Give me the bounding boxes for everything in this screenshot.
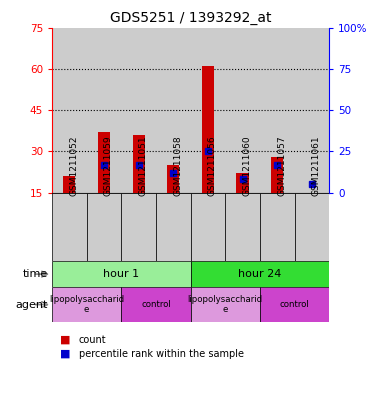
Bar: [98, 132, 110, 193]
Text: GSM1211051: GSM1211051: [139, 135, 147, 196]
Text: lipopolysaccharid
e: lipopolysaccharid e: [187, 295, 263, 314]
Bar: [121, 193, 156, 261]
Bar: [295, 28, 329, 193]
Bar: [260, 193, 295, 261]
Bar: [52, 261, 191, 287]
Bar: [121, 287, 191, 322]
Bar: [87, 28, 121, 193]
Text: hour 24: hour 24: [238, 269, 281, 279]
Text: GSM1211057: GSM1211057: [277, 135, 286, 196]
Bar: [202, 66, 214, 193]
Bar: [225, 28, 260, 193]
Bar: [260, 28, 295, 193]
Bar: [63, 176, 75, 193]
Bar: [225, 193, 260, 261]
Bar: [236, 173, 249, 193]
Bar: [191, 261, 329, 287]
Text: control: control: [280, 300, 310, 309]
Bar: [132, 135, 145, 193]
Title: GDS5251 / 1393292_at: GDS5251 / 1393292_at: [110, 11, 271, 25]
Text: GSM1211058: GSM1211058: [173, 135, 182, 196]
Text: hour 1: hour 1: [103, 269, 139, 279]
Text: control: control: [141, 300, 171, 309]
Text: GSM1211056: GSM1211056: [208, 135, 217, 196]
Bar: [191, 28, 225, 193]
Bar: [52, 287, 121, 322]
Bar: [156, 28, 191, 193]
Text: GSM1211060: GSM1211060: [243, 135, 251, 196]
Bar: [121, 28, 156, 193]
Text: ■: ■: [60, 349, 70, 359]
Text: GSM1211052: GSM1211052: [69, 136, 78, 196]
Bar: [295, 193, 329, 261]
Bar: [260, 287, 329, 322]
Text: count: count: [79, 335, 107, 345]
Bar: [191, 287, 260, 322]
Text: percentile rank within the sample: percentile rank within the sample: [79, 349, 244, 359]
Bar: [156, 193, 191, 261]
Text: agent: agent: [16, 299, 48, 310]
Text: lipopolysaccharid
e: lipopolysaccharid e: [49, 295, 124, 314]
Text: GSM1211059: GSM1211059: [104, 135, 113, 196]
Bar: [52, 28, 87, 193]
Bar: [87, 193, 121, 261]
Bar: [191, 193, 225, 261]
Bar: [52, 193, 87, 261]
Text: GSM1211061: GSM1211061: [312, 135, 321, 196]
Text: time: time: [23, 269, 48, 279]
Bar: [271, 157, 283, 193]
Text: ■: ■: [60, 335, 70, 345]
Bar: [167, 165, 179, 193]
